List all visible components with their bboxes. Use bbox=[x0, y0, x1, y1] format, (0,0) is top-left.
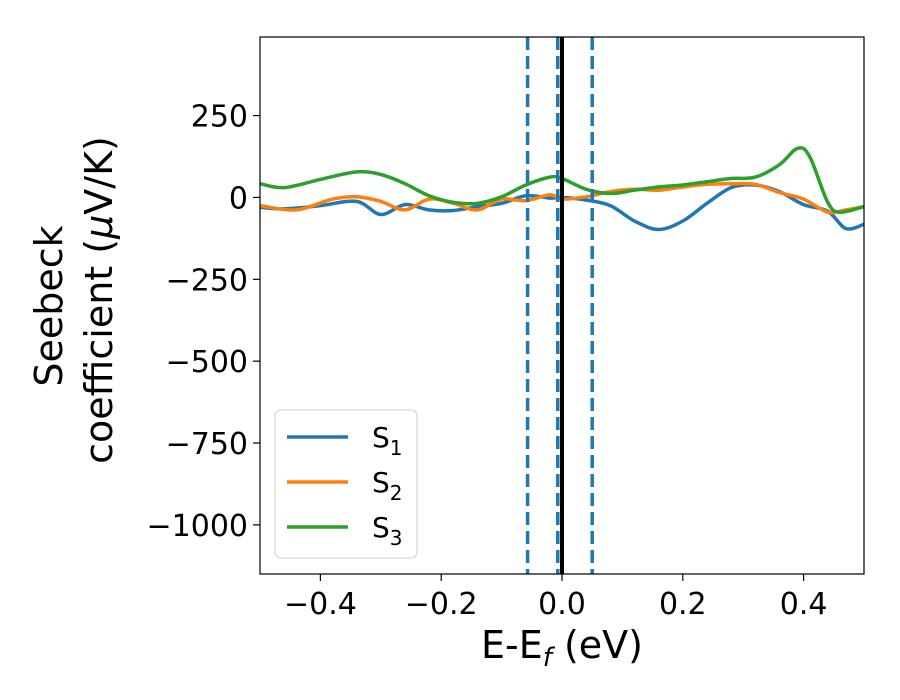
x-axis-label: E-Ef (eV) bbox=[481, 623, 643, 673]
legend-label-s1: S1 bbox=[372, 421, 403, 460]
x-tick-label: 0.0 bbox=[538, 587, 586, 622]
x-tick-label: −0.4 bbox=[284, 587, 357, 622]
x-tick-label: 0.2 bbox=[659, 587, 707, 622]
y-axis-label-line2: coefficient (μV/K) bbox=[77, 136, 121, 464]
x-tick-label: −0.2 bbox=[405, 587, 478, 622]
y-tick-label: −1000 bbox=[147, 509, 248, 544]
y-axis: 250 0 −250 −500 −750 −1000 bbox=[147, 100, 260, 544]
series-line-s2 bbox=[260, 181, 864, 215]
y-tick-label: −750 bbox=[166, 427, 248, 462]
legend: S1 S2 S3 bbox=[274, 409, 418, 559]
legend-label-s2: S2 bbox=[372, 466, 403, 505]
series-line-s3 bbox=[260, 146, 864, 214]
legend-label-s3: S3 bbox=[372, 511, 403, 550]
y-tick-label: 250 bbox=[191, 100, 248, 135]
legend-box bbox=[274, 409, 418, 559]
y-tick-label: −500 bbox=[166, 345, 248, 380]
y-tick-label: 0 bbox=[229, 181, 248, 216]
x-tick-label: 0.4 bbox=[780, 587, 828, 622]
plot-lines bbox=[260, 37, 864, 574]
y-tick-label: −250 bbox=[166, 263, 248, 298]
y-axis-label-line1: Seebeck bbox=[27, 225, 71, 386]
x-axis: −0.4 −0.2 0.0 0.2 0.4 bbox=[284, 574, 827, 622]
